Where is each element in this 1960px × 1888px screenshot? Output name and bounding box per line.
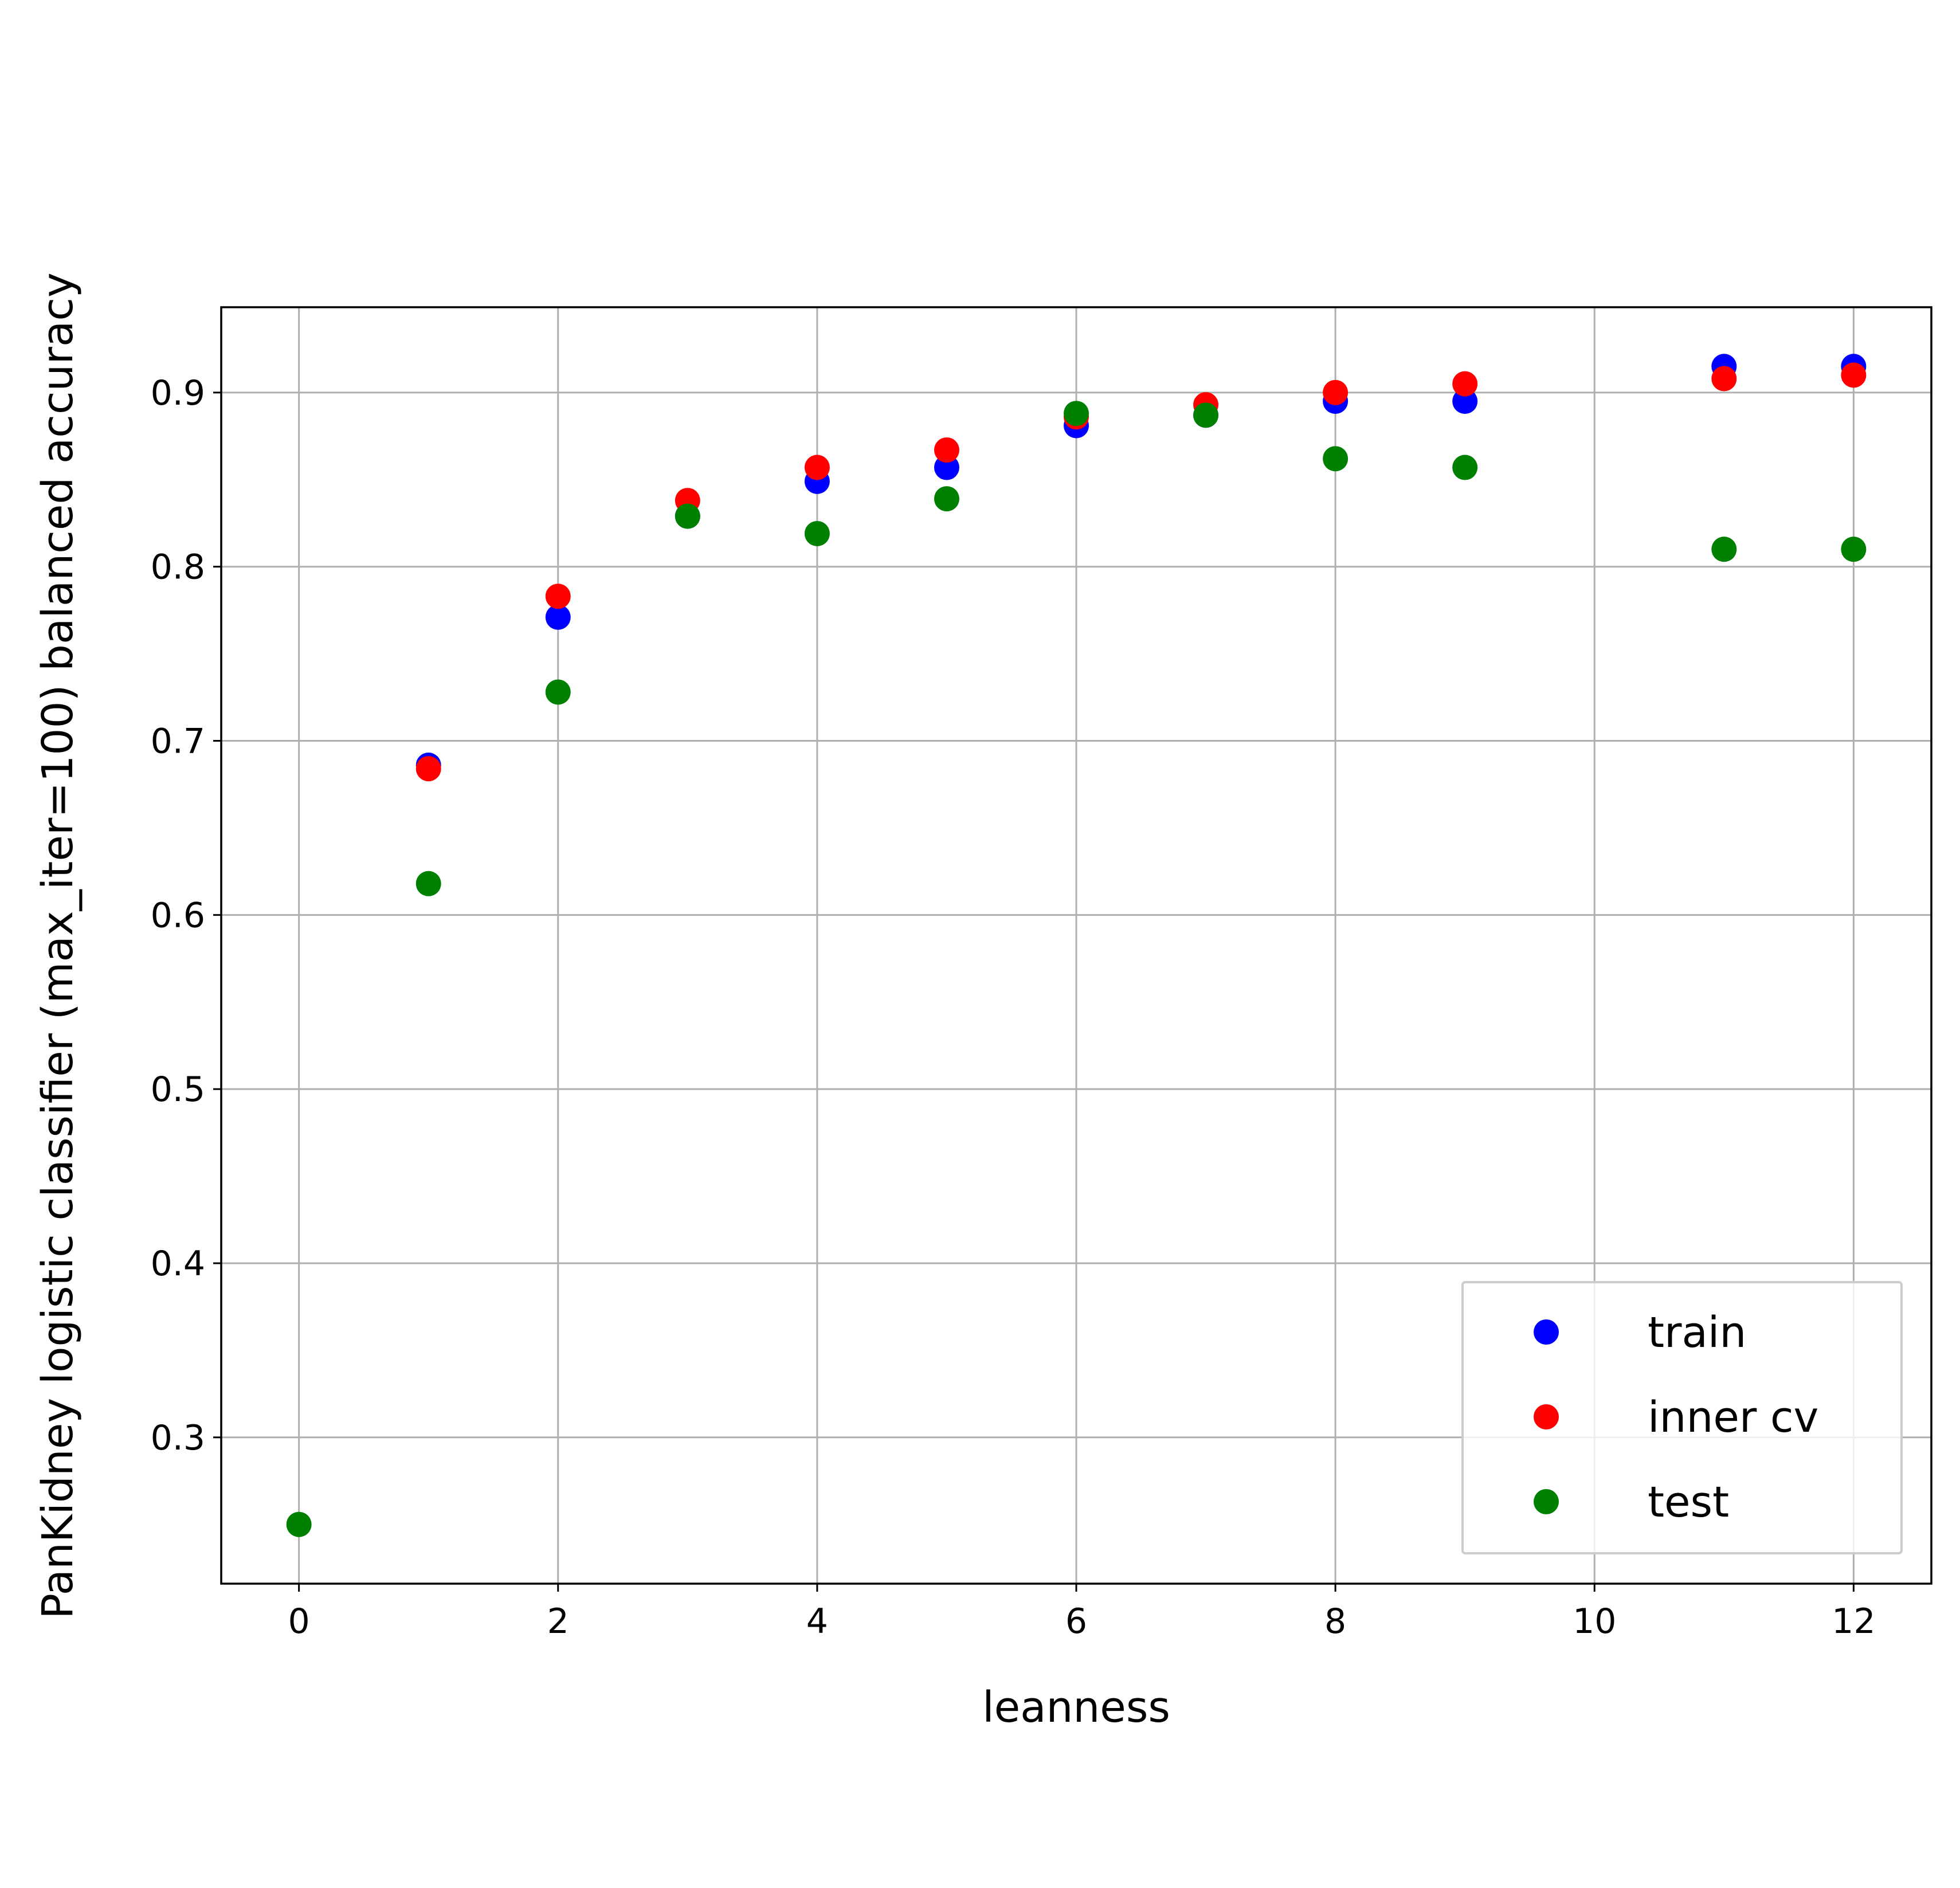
legend-frame xyxy=(1461,1281,1903,1554)
point-inner-cv xyxy=(415,756,441,782)
x-tick-label: 8 xyxy=(1324,1601,1346,1642)
point-inner-cv xyxy=(545,583,571,609)
point-test xyxy=(545,679,571,705)
point-test xyxy=(1841,536,1867,562)
point-test xyxy=(804,520,830,546)
point-test xyxy=(286,1511,312,1537)
plot-area-frame xyxy=(220,306,1932,1585)
point-test xyxy=(1064,401,1089,426)
x-tick-label: 4 xyxy=(806,1601,828,1642)
point-inner-cv xyxy=(1452,371,1478,397)
legend: train inner cv test xyxy=(1461,1281,1903,1554)
point-inner-cv xyxy=(804,455,830,480)
legend-marker xyxy=(1534,1319,1559,1345)
point-train xyxy=(1452,389,1478,414)
point-test xyxy=(415,871,441,896)
y-tick-label: 0.7 xyxy=(151,722,205,762)
point-train xyxy=(934,455,959,480)
point-test xyxy=(934,486,959,512)
x-tick-label: 10 xyxy=(1573,1601,1616,1642)
point-test xyxy=(1452,455,1478,480)
x-tick-label: 12 xyxy=(1832,1601,1875,1642)
y-tick-label: 0.8 xyxy=(151,547,205,587)
point-test xyxy=(675,503,700,529)
y-tick-label: 0.6 xyxy=(151,895,205,935)
series-test xyxy=(286,401,1867,1537)
legend-label: test xyxy=(1648,1478,1729,1527)
x-tick-label: 0 xyxy=(288,1601,310,1642)
point-inner-cv xyxy=(1711,366,1737,391)
legend-label: train xyxy=(1648,1308,1746,1357)
point-train xyxy=(545,604,571,630)
point-inner-cv xyxy=(1323,379,1349,405)
point-inner-cv xyxy=(934,437,959,463)
legend-marker xyxy=(1534,1489,1559,1514)
legend-marker xyxy=(1534,1404,1559,1429)
y-tick-label: 0.9 xyxy=(151,373,205,413)
point-test xyxy=(1711,536,1737,562)
y-tick-label: 0.3 xyxy=(151,1418,205,1458)
y-tick-label: 0.4 xyxy=(151,1244,205,1284)
y-axis-label: PanKidney logistic classifier (max_iter=… xyxy=(33,272,83,1619)
grid xyxy=(221,307,1931,1584)
y-tick-label: 0.5 xyxy=(151,1070,205,1110)
point-test xyxy=(1193,402,1219,428)
data-points xyxy=(286,354,1867,1537)
x-tick-label: 2 xyxy=(547,1601,569,1642)
x-tick-label: 6 xyxy=(1065,1601,1087,1642)
point-test xyxy=(1323,446,1349,472)
legend-label: inner cv xyxy=(1648,1393,1818,1442)
axis-ticks: 0 2 4 6 8 10 12 0.3 0.4 0.5 0.6 0.7 0.8 0.9 xyxy=(151,373,1876,1642)
point-inner-cv xyxy=(1841,362,1867,388)
x-axis-label: leanness xyxy=(982,1683,1170,1732)
